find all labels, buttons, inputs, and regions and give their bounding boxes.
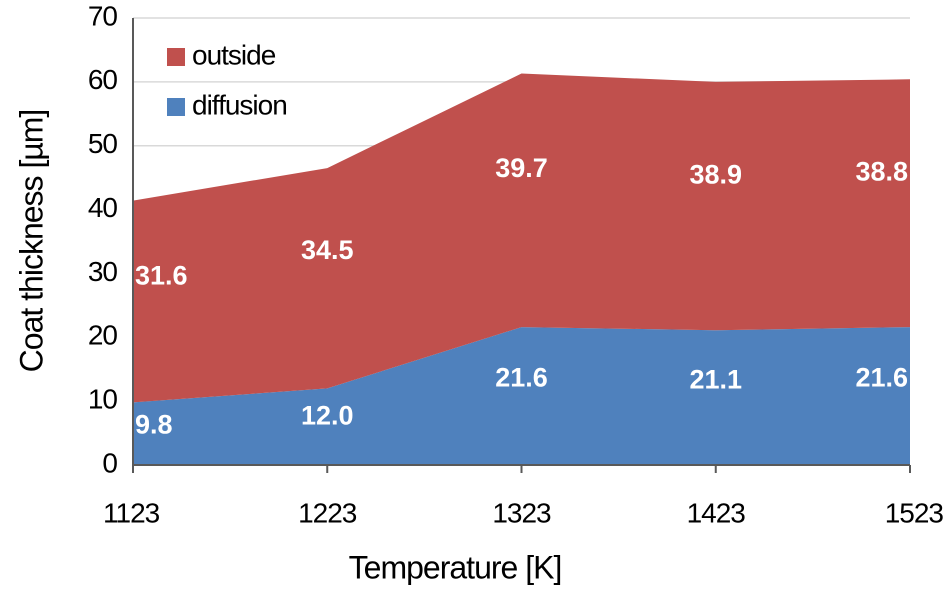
x-tick-label: 1523 [885,497,944,528]
value-label: 21.6 [495,363,548,393]
value-label: 34.5 [301,235,354,265]
value-label: 9.8 [135,409,173,439]
y-tick-label: 20 [88,320,118,351]
value-label: 21.6 [855,363,908,393]
x-tick-label: 1123 [103,497,160,528]
value-label: 12.0 [301,401,354,431]
area [133,327,910,465]
value-label: 38.9 [689,159,742,189]
y-tick-label: 70 [88,0,118,31]
value-label: 39.7 [495,153,548,183]
area [133,73,910,403]
x-axis-title: Temperature [K] [349,549,562,585]
value-label: 38.8 [855,157,908,187]
y-axis-title: Coat thickness [µm] [13,110,49,373]
legend-swatch [167,98,185,116]
x-tick-label: 1223 [298,497,357,528]
y-tick-label: 10 [88,384,118,415]
x-tick-label: 1323 [492,497,551,528]
value-label: 31.6 [135,260,188,290]
legend-swatch [167,48,185,66]
y-tick-label: 0 [102,447,117,478]
y-tick-label: 40 [88,192,118,223]
legend-label: diffusion [192,89,287,120]
legend-label: outside [192,39,276,70]
y-tick-label: 50 [88,128,118,159]
y-tick-label: 30 [88,256,118,287]
value-label: 21.1 [689,365,742,395]
x-tick-label: 1423 [687,497,746,528]
y-tick-label: 60 [88,64,118,95]
